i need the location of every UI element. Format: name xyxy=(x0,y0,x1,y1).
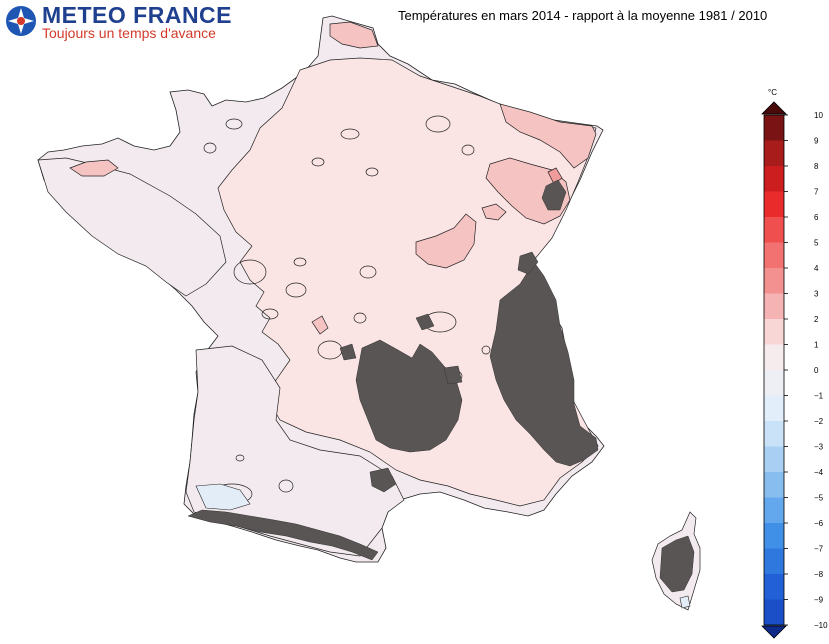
color-scale-cell xyxy=(764,140,784,167)
color-scale-cell xyxy=(764,446,784,473)
color-scale-tick-label: −8 xyxy=(814,570,824,579)
relief-small-3 xyxy=(443,365,463,385)
relief-small-2 xyxy=(339,343,357,361)
color-scale-tick-label: −6 xyxy=(814,519,824,528)
color-scale-cells xyxy=(763,114,785,626)
color-scale-cell xyxy=(764,268,784,294)
color-scale-tick-label: 8 xyxy=(814,162,819,171)
color-scale-cell xyxy=(764,421,784,447)
color-scale-tick-label: −5 xyxy=(814,494,824,503)
color-scale-tick-label: −2 xyxy=(814,417,824,426)
anomaly-zone-2-3-north xyxy=(329,21,379,49)
anomaly-zone-negative-landes xyxy=(195,483,251,511)
meteo-france-logo[interactable]: METEO FRANCE Toujours un temps d'avance xyxy=(4,2,256,42)
relief-vosges xyxy=(541,179,567,211)
color-scale-cell xyxy=(764,293,784,320)
color-scale-cell xyxy=(764,166,784,192)
logo-tagline: Toujours un temps d'avance xyxy=(42,25,216,41)
color-scale-ticks xyxy=(784,114,788,626)
color-scale-cell xyxy=(764,319,784,345)
color-scale-tick-label: 1 xyxy=(814,341,819,350)
color-scale-tick-label: 9 xyxy=(814,137,819,146)
color-scale-tick-label: 4 xyxy=(814,264,819,273)
color-scale-tick-label: 0 xyxy=(814,366,819,375)
relief-corsica xyxy=(659,535,695,593)
color-scale-tick-label: 2 xyxy=(814,315,819,324)
anomaly-zone-0-1-west xyxy=(37,157,227,297)
logo-name: METEO FRANCE xyxy=(42,2,232,28)
color-scale-cell xyxy=(764,523,784,549)
color-scale-cell xyxy=(764,115,784,141)
color-scale-cell xyxy=(764,574,784,600)
color-scale-cell xyxy=(764,599,784,626)
anomaly-zone-2-3-spot xyxy=(481,203,507,221)
anomaly-zone-2-3-northeast xyxy=(499,103,597,169)
color-scale-cell xyxy=(764,344,784,371)
color-scale-tick-label: −4 xyxy=(814,468,824,477)
color-scale-cell xyxy=(764,395,784,422)
meteo-france-emblem-icon xyxy=(6,6,36,36)
high-relief-areas xyxy=(187,179,599,561)
color-scale-tick-label: −1 xyxy=(814,392,824,401)
anomaly-zone-2-3-centre xyxy=(311,315,329,335)
relief-alps xyxy=(489,261,599,467)
anomaly-zone-negative-corsica xyxy=(679,595,691,609)
relief-jura xyxy=(517,251,539,275)
color-scale-cell xyxy=(764,548,784,575)
color-scale-tick-label: −9 xyxy=(814,596,824,605)
color-scale-cell xyxy=(764,370,784,396)
color-scale-tick-label: 6 xyxy=(814,213,819,222)
color-scale-max-arrow xyxy=(761,101,787,115)
relief-cevennes xyxy=(369,467,397,493)
color-scale-unit: °C xyxy=(768,88,777,97)
relief-pyrenees xyxy=(187,509,379,561)
color-scale-min-arrow xyxy=(761,625,787,639)
relief-small-1 xyxy=(415,313,435,331)
color-scale-tick-label: 7 xyxy=(814,188,819,197)
color-scale-tick-label: 3 xyxy=(814,290,819,299)
color-scale-tick-label: −7 xyxy=(814,545,824,554)
color-scale-cell xyxy=(764,217,784,243)
anomaly-zone-2-3-vosges xyxy=(547,167,563,185)
color-scale-cell xyxy=(764,191,784,218)
anomaly-zone-2-3-brittany xyxy=(69,159,119,177)
color-scale-cell xyxy=(764,497,784,524)
color-scale-tick-label: 10 xyxy=(814,111,823,120)
color-scale-tick-label: 5 xyxy=(814,239,819,248)
color-scale-cell xyxy=(764,242,784,269)
color-scale-tick-label: −10 xyxy=(814,621,828,630)
map-title: Températures en mars 2014 - rapport à la… xyxy=(398,8,768,23)
color-scale-tick-label: −3 xyxy=(814,443,824,452)
anomaly-zone-2-3-champagne xyxy=(415,213,477,269)
color-scale-cell xyxy=(764,472,784,498)
relief-massif-central xyxy=(355,339,463,453)
